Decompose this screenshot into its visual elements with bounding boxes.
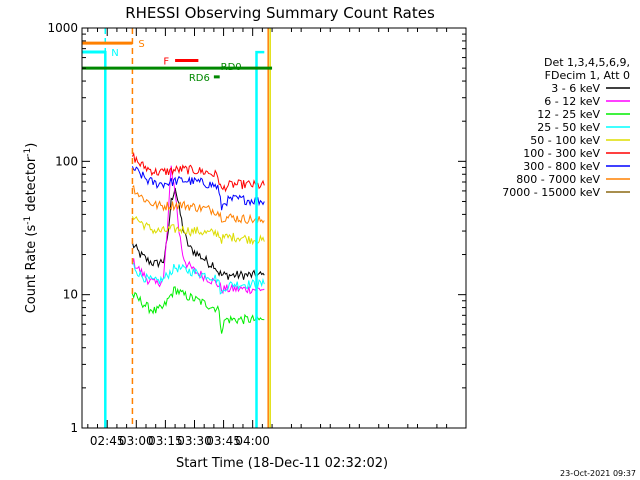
chart-title: RHESSI Observing Summary Count Rates — [125, 4, 435, 22]
legend-label-7: 300 - 800 keV — [523, 160, 600, 173]
series-line-3 — [131, 286, 265, 334]
legend: Det 1,3,4,5,6,9, FDecim 1, Att 0 3 - 6 k… — [502, 56, 630, 199]
night-segment-1 — [82, 50, 107, 428]
x-tick-label-3: 03:15 — [148, 434, 183, 448]
y-axis-label-main: Count Rate (s — [24, 225, 39, 314]
state-label-rd0: RD0 — [221, 62, 242, 73]
x-tick-label-4: 03:30 — [177, 434, 212, 448]
legend-label-2: 6 - 12 keV — [544, 95, 600, 108]
legend-label-3: 12 - 25 keV — [537, 108, 600, 121]
y-tick-label-4: 1000 — [47, 21, 78, 35]
plot-frame — [81, 27, 467, 429]
series-line-8 — [132, 184, 265, 224]
night-segment-2 — [255, 50, 265, 428]
legend-label-1: 3 - 6 keV — [551, 82, 600, 95]
series-line-1 — [131, 187, 265, 280]
x-tick-label-2: 03:00 — [119, 434, 154, 448]
y-tick-label-3: 100 — [55, 154, 78, 168]
x-tick-label-1: 02:45 — [90, 434, 125, 448]
y-axis-label-tail: detector — [24, 156, 39, 216]
legend-label-9: 7000 - 15000 keV — [502, 186, 600, 199]
series-line-5 — [131, 216, 265, 246]
series-line-7 — [131, 166, 265, 211]
y-axis-label-close: ) — [24, 143, 39, 148]
y-tick-label-2: 10 — [63, 288, 78, 302]
footer-date: 23-Oct-2021 09:37 — [560, 469, 636, 478]
legend-label-4: 25 - 50 keV — [537, 121, 600, 134]
y-axis-label: Count Rate (s-1 detector-1) — [23, 143, 39, 314]
legend-label-6: 100 - 300 keV — [523, 147, 600, 160]
series-line-4 — [132, 261, 265, 295]
y-axis-label-sup: -1 — [23, 216, 33, 225]
x-tick-label-5: 03:45 — [206, 434, 241, 448]
state-label-f: F — [163, 57, 169, 68]
y-axis-label-sup2: -1 — [23, 148, 33, 157]
x-axis-label: Start Time (18-Dec-11 02:32:02) — [176, 456, 388, 471]
legend-label-8: 800 - 7000 keV — [516, 173, 600, 186]
x-tick-label-6: 04:00 — [235, 434, 270, 448]
y-tick-label-1: 1 — [70, 421, 78, 435]
legend-label-5: 50 - 100 keV — [530, 134, 600, 147]
series-line-6 — [131, 151, 265, 193]
legend-header-line-2: FDecim 1, Att 0 — [545, 69, 630, 82]
state-label-s: S — [138, 39, 144, 50]
state-label-n: N — [111, 48, 118, 59]
state-label-rd6: RD6 — [189, 73, 210, 84]
legend-header-line-1: Det 1,3,4,5,6,9, — [544, 56, 630, 69]
